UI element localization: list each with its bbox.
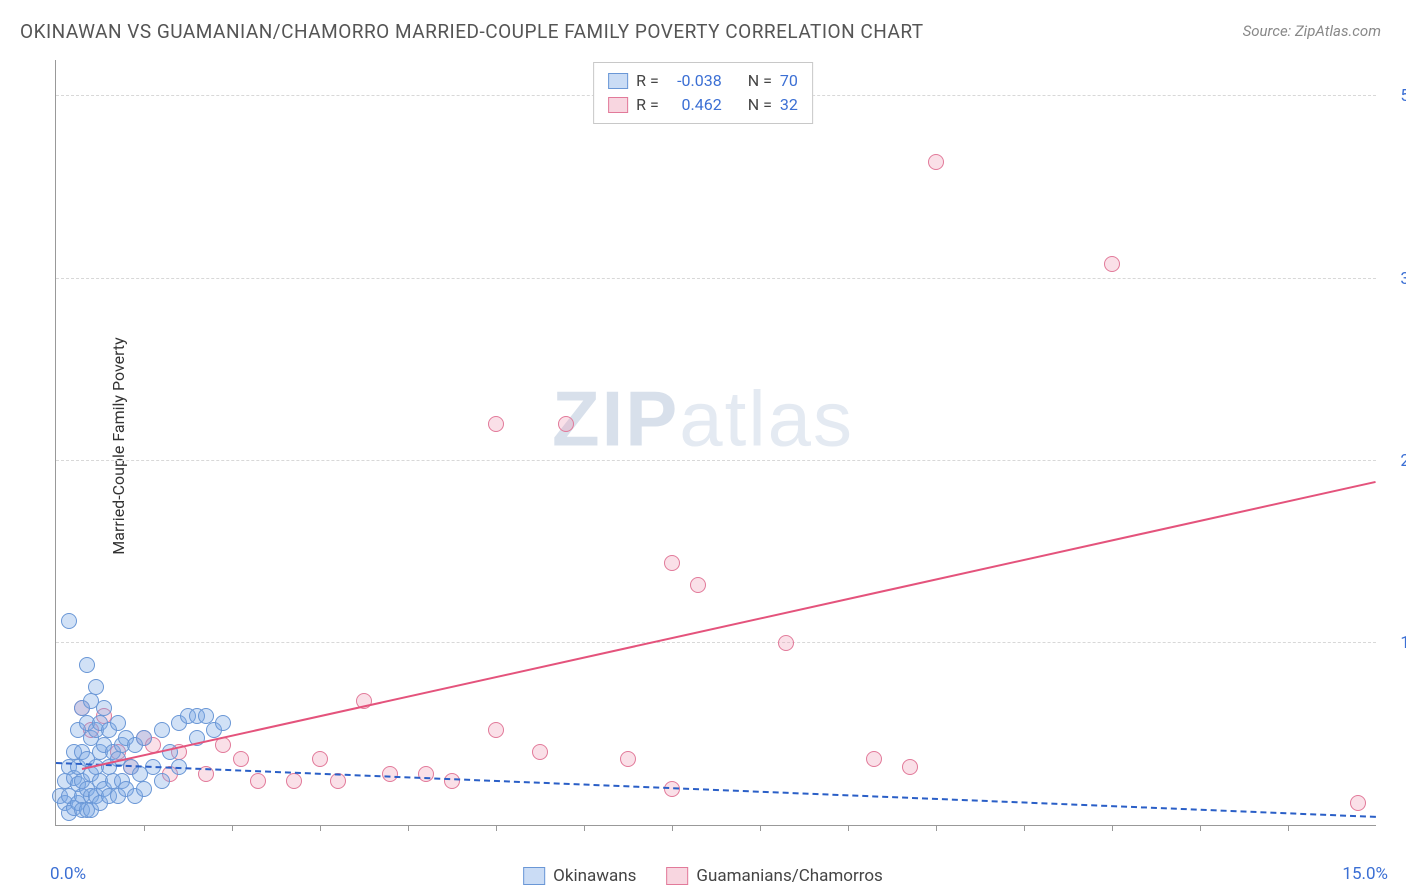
gridline-horizontal xyxy=(56,278,1376,279)
data-point-pink xyxy=(488,722,504,738)
data-point-pink xyxy=(250,773,266,789)
data-point-pink xyxy=(233,751,249,767)
data-point-blue xyxy=(79,657,95,673)
r-label: R = xyxy=(636,69,659,93)
x-tick xyxy=(760,825,761,831)
trend-line-pink xyxy=(82,481,1376,770)
plot-area: 12.5%25.0%37.5%50.0% xyxy=(55,60,1376,826)
data-point-pink xyxy=(558,416,574,432)
x-tick xyxy=(1288,825,1289,831)
gridline-horizontal xyxy=(56,642,1376,643)
y-tick-label: 50.0% xyxy=(1386,86,1406,106)
data-point-pink xyxy=(418,766,434,782)
x-tick xyxy=(1024,825,1025,831)
x-tick xyxy=(320,825,321,831)
n-label: N = xyxy=(748,93,772,117)
data-point-pink xyxy=(1104,256,1120,272)
x-tick xyxy=(232,825,233,831)
x-tick xyxy=(672,825,673,831)
gridline-horizontal xyxy=(56,460,1376,461)
data-point-blue xyxy=(110,715,126,731)
data-point-pink xyxy=(382,766,398,782)
n-label: N = xyxy=(748,69,772,93)
legend-item-blue: Okinawans xyxy=(523,866,636,886)
data-point-pink xyxy=(532,744,548,760)
data-point-pink xyxy=(444,773,460,789)
x-tick xyxy=(1200,825,1201,831)
data-point-pink xyxy=(312,751,328,767)
legend-swatch-pink xyxy=(666,867,688,885)
data-point-blue xyxy=(154,773,170,789)
legend-item-pink: Guamanians/Chamorros xyxy=(666,866,882,886)
data-point-pink xyxy=(620,751,636,767)
data-point-blue xyxy=(215,715,231,731)
data-point-pink xyxy=(928,154,944,170)
legend-swatch-blue xyxy=(523,867,545,885)
x-axis-end-label: 15.0% xyxy=(1342,864,1388,884)
n-value: 32 xyxy=(780,93,798,117)
trend-line-blue xyxy=(56,762,1376,818)
stats-legend: R = -0.038 N = 70 R = 0.462 N = 32 xyxy=(593,62,813,124)
data-point-pink xyxy=(690,577,706,593)
legend-swatch-pink xyxy=(608,97,628,113)
r-label: R = xyxy=(636,93,659,117)
x-tick xyxy=(1112,825,1113,831)
chart-title: OKINAWAN VS GUAMANIAN/CHAMORRO MARRIED-C… xyxy=(20,20,924,43)
r-value: -0.038 xyxy=(667,69,722,93)
series-legend: Okinawans Guamanians/Chamorros xyxy=(523,866,883,886)
data-point-pink xyxy=(778,635,794,651)
legend-label: Guamanians/Chamorros xyxy=(696,866,882,886)
data-point-pink xyxy=(286,773,302,789)
x-tick xyxy=(408,825,409,831)
data-point-pink xyxy=(488,416,504,432)
data-point-blue xyxy=(88,679,104,695)
legend-swatch-blue xyxy=(608,73,628,89)
source-attribution: Source: ZipAtlas.com xyxy=(1243,22,1381,40)
x-tick xyxy=(936,825,937,831)
x-axis-origin-label: 0.0% xyxy=(50,864,86,884)
data-point-blue xyxy=(136,781,152,797)
data-point-blue xyxy=(136,730,152,746)
y-tick-label: 37.5% xyxy=(1386,269,1406,289)
data-point-blue xyxy=(61,613,77,629)
data-point-blue xyxy=(198,708,214,724)
legend-label: Okinawans xyxy=(553,866,636,886)
y-tick-label: 12.5% xyxy=(1386,633,1406,653)
n-value: 70 xyxy=(780,69,798,93)
data-point-blue xyxy=(96,700,112,716)
data-point-blue xyxy=(154,722,170,738)
data-point-pink xyxy=(664,555,680,571)
data-point-pink xyxy=(902,759,918,775)
data-point-pink xyxy=(866,751,882,767)
data-point-pink xyxy=(1350,795,1366,811)
stats-legend-row: R = 0.462 N = 32 xyxy=(608,93,798,117)
y-tick-label: 25.0% xyxy=(1386,451,1406,471)
x-tick xyxy=(848,825,849,831)
x-tick xyxy=(144,825,145,831)
x-tick xyxy=(584,825,585,831)
stats-legend-row: R = -0.038 N = 70 xyxy=(608,69,798,93)
r-value: 0.462 xyxy=(667,93,722,117)
x-tick xyxy=(496,825,497,831)
